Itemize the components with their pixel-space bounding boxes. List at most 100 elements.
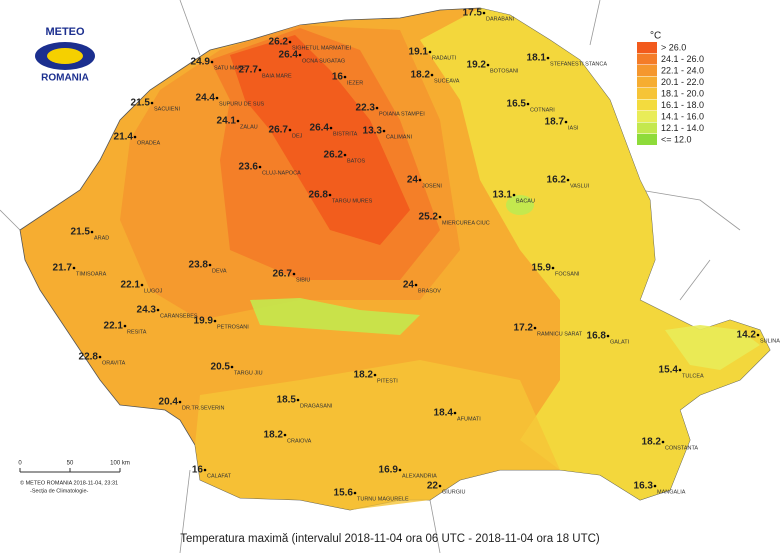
scale-label: 0 [18, 461, 22, 467]
station-dot [375, 106, 379, 110]
station-name: SATU MARE [214, 65, 246, 71]
logo-mark-inner [47, 48, 83, 64]
station-dot [72, 266, 76, 270]
credit: © METEO ROMANIA 2018-11-04, 23:31 [20, 479, 118, 486]
station-dot [292, 272, 296, 276]
station-value: 13.3 [363, 126, 383, 137]
station-name: MANGALIA [657, 489, 686, 495]
station-dot [343, 75, 347, 79]
station-value: 26.4 [310, 123, 330, 134]
station-name: GIURGIU [442, 489, 466, 495]
station-value: 20.5 [211, 362, 231, 373]
station-dot [203, 468, 207, 472]
station-name: MIERCUREA CIUC [442, 220, 490, 226]
station-name: RESITA [127, 329, 147, 335]
legend-label: 18.1 - 20.0 [661, 88, 704, 98]
station-name: GALATI [610, 339, 630, 345]
station-name: TIMISOARA [76, 271, 107, 277]
station-dot [414, 283, 418, 287]
zone-cool [250, 298, 420, 335]
station-dot [438, 215, 442, 219]
zone-bacau [506, 195, 534, 215]
station-name: VASLUI [570, 183, 590, 189]
station-dot [428, 50, 432, 54]
station-name: CALAFAT [207, 473, 232, 479]
station-dot [398, 468, 402, 472]
station-name: TULCEA [682, 373, 704, 379]
station-value: 19.1 [409, 47, 429, 58]
station-value: 16 [192, 465, 204, 476]
legend-swatch [637, 42, 657, 53]
station-name: PETROSANI [217, 324, 249, 330]
legend-swatch [637, 134, 657, 145]
station-value: 21.5 [71, 227, 91, 238]
station-value: 18.2 [354, 370, 374, 381]
station-dot [551, 266, 555, 270]
station-name: RAMNICU SARAT [537, 331, 583, 337]
station-value: 24.9 [191, 57, 211, 68]
station-dot [438, 484, 442, 488]
station-name: FOCSANI [555, 271, 580, 277]
station-value: 18.5 [277, 395, 297, 406]
station-dot [236, 119, 240, 123]
station-dot [353, 491, 357, 495]
station-name: ZALAU [240, 124, 258, 130]
legend-swatch [637, 65, 657, 76]
station-dot [156, 308, 160, 312]
station-name: ARAD [94, 235, 109, 241]
station-dot [328, 193, 332, 197]
legend-label: > 26.0 [661, 42, 686, 52]
station-name: DEVA [212, 268, 227, 274]
station-dot [288, 40, 292, 44]
station-name: DR.TR.SEVERIN [182, 405, 225, 411]
station-name: CLUJ-NAPOCA [262, 170, 301, 176]
station-value: 25.2 [419, 212, 439, 223]
station-dot [546, 56, 550, 60]
station-name: PITESTI [377, 378, 398, 384]
zone-delta [665, 325, 760, 370]
legend-swatch [637, 99, 657, 111]
station-value: 27.7 [239, 65, 259, 76]
legend-swatch [637, 76, 657, 88]
station-dot [343, 153, 347, 157]
station-dot [373, 373, 377, 377]
station-dot [258, 165, 262, 169]
station-value: 24.1 [217, 116, 237, 127]
station-dot [566, 178, 570, 182]
station-value: 22.1 [121, 280, 141, 291]
legend-swatch [637, 53, 657, 65]
station-value: 22.8 [79, 352, 99, 363]
station-name: SIGHETUL MARMATIEI [292, 45, 351, 51]
station-name: STEFANESTI STANCA [550, 61, 607, 67]
station-value: 22.3 [356, 103, 376, 114]
station-value: 18.4 [434, 408, 454, 419]
legend-label: 12.1 - 14.0 [661, 123, 704, 133]
station-name: SIBIU [296, 277, 310, 283]
station-value: 22.1 [104, 321, 124, 332]
station-dot [329, 126, 333, 130]
station-dot [133, 135, 137, 139]
station-dot [382, 129, 386, 133]
station-name: SUPURU DE SUS [219, 101, 265, 107]
station-name: JOSENI [422, 183, 442, 189]
station-dot [482, 11, 486, 15]
station-name: DEJ [292, 133, 303, 139]
legend-unit: °C [650, 31, 661, 42]
station-dot [90, 230, 94, 234]
station-name: BATOS [347, 158, 365, 164]
station-dot [210, 60, 214, 64]
station-dot [756, 333, 760, 337]
station-name: CARANSEBES [160, 313, 198, 319]
legend-label: 20.1 - 22.0 [661, 77, 704, 87]
station-dot [661, 440, 665, 444]
station-dot [606, 334, 610, 338]
station-value: 18.2 [642, 437, 662, 448]
station-value: 26.7 [273, 269, 293, 280]
station-name: ORADEA [137, 140, 161, 146]
zone-south [195, 360, 560, 510]
station-name: BACAU [516, 198, 535, 204]
station-dot [526, 102, 530, 106]
station-name: RADAUTI [432, 55, 457, 61]
